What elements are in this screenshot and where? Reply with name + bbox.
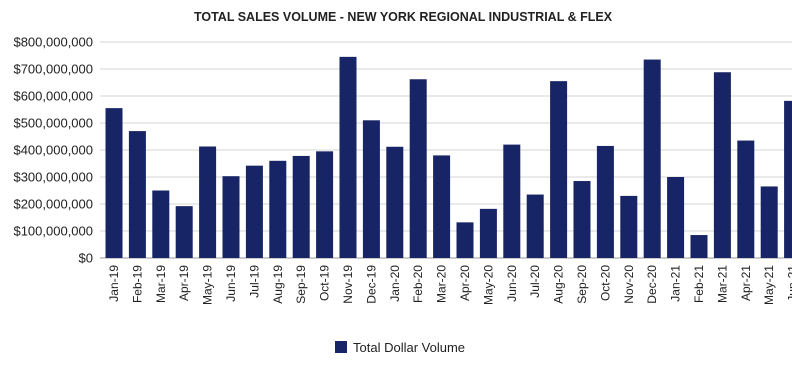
x-tick-label: Feb-21 [692,265,706,303]
x-tick-label: Jan-20 [388,265,402,302]
bar [503,144,521,258]
bar [339,56,357,258]
bar [620,195,638,258]
x-tick-label: Jun-21 [786,265,792,302]
x-tick-label: Nov-20 [622,265,636,304]
x-tick-label: Aug-20 [552,265,566,304]
x-tick-label: Jul-19 [247,265,261,298]
bar [152,190,170,258]
bar [760,186,778,258]
y-tick-label: $700,000,000 [13,62,93,77]
bar [362,120,380,258]
bar [690,235,708,258]
x-tick-label: Feb-19 [130,265,144,303]
x-tick-label: Feb-20 [411,265,425,303]
bar [573,181,591,258]
x-tick-label: Sep-20 [575,265,589,304]
bar [667,177,685,258]
bar [526,194,544,258]
legend-swatch [335,341,347,353]
bar [409,79,427,258]
x-tick-label: Mar-20 [435,265,449,303]
y-tick-label: $500,000,000 [13,116,93,131]
x-tick-label: Jul-20 [528,265,542,298]
bar [105,108,123,259]
bar [386,146,404,258]
x-tick-label: Sep-19 [294,265,308,304]
x-tick-label: May-19 [201,265,215,305]
y-tick-label: $100,000,000 [13,224,93,239]
x-tick-label: Aug-19 [271,265,285,304]
x-tick-label: Jun-19 [224,265,238,302]
bar [269,160,287,258]
bar [737,140,755,258]
bar [479,208,497,258]
bar [245,165,263,258]
bar [128,131,146,258]
bar [784,100,792,258]
x-tick-label: Jun-20 [505,265,519,302]
bar [199,146,217,258]
y-tick-label: $200,000,000 [13,197,93,212]
x-tick-label: Jan-21 [669,265,683,302]
x-tick-label: Oct-20 [598,265,612,301]
x-tick-label: Apr-21 [739,265,753,301]
chart-title: TOTAL SALES VOLUME - NEW YORK REGIONAL I… [194,10,613,24]
x-axis: Jan-19 Feb-19 Mar-19 Apr-19 May-19 Jun-19 Jul-… [107,265,792,305]
x-tick-label: Mar-19 [154,265,168,303]
y-tick-label: $0 [79,251,93,266]
x-tick-label: Jan-19 [107,265,121,302]
y-tick-label: $300,000,000 [13,170,93,185]
bar [292,155,310,258]
x-tick-label: Oct-19 [318,265,332,301]
y-tick-label: $400,000,000 [13,143,93,158]
y-axis: $0 $100,000,000 $200,000,000 $300,000,000 $4… [13,35,93,266]
x-tick-label: Mar-21 [715,265,729,303]
x-tick-label: May-21 [762,265,776,305]
bars [105,56,792,259]
x-tick-label: Nov-19 [341,265,355,304]
y-tick-label: $800,000,000 [13,35,93,50]
legend-label: Total Dollar Volume [353,340,465,355]
x-tick-label: May-20 [481,265,495,305]
bar [433,155,451,258]
x-tick-label: Apr-19 [177,265,191,301]
y-tick-label: $600,000,000 [13,89,93,104]
bar [550,81,568,259]
bar [643,59,661,258]
bar [316,151,334,258]
legend: Total Dollar Volume [335,340,465,355]
x-tick-label: Dec-19 [364,265,378,304]
x-tick-label: Apr-20 [458,265,472,301]
bar [456,222,474,258]
bar [222,176,240,258]
bar [713,72,731,259]
bar [596,145,614,258]
x-tick-label: Dec-20 [645,265,659,304]
bar [175,206,193,258]
